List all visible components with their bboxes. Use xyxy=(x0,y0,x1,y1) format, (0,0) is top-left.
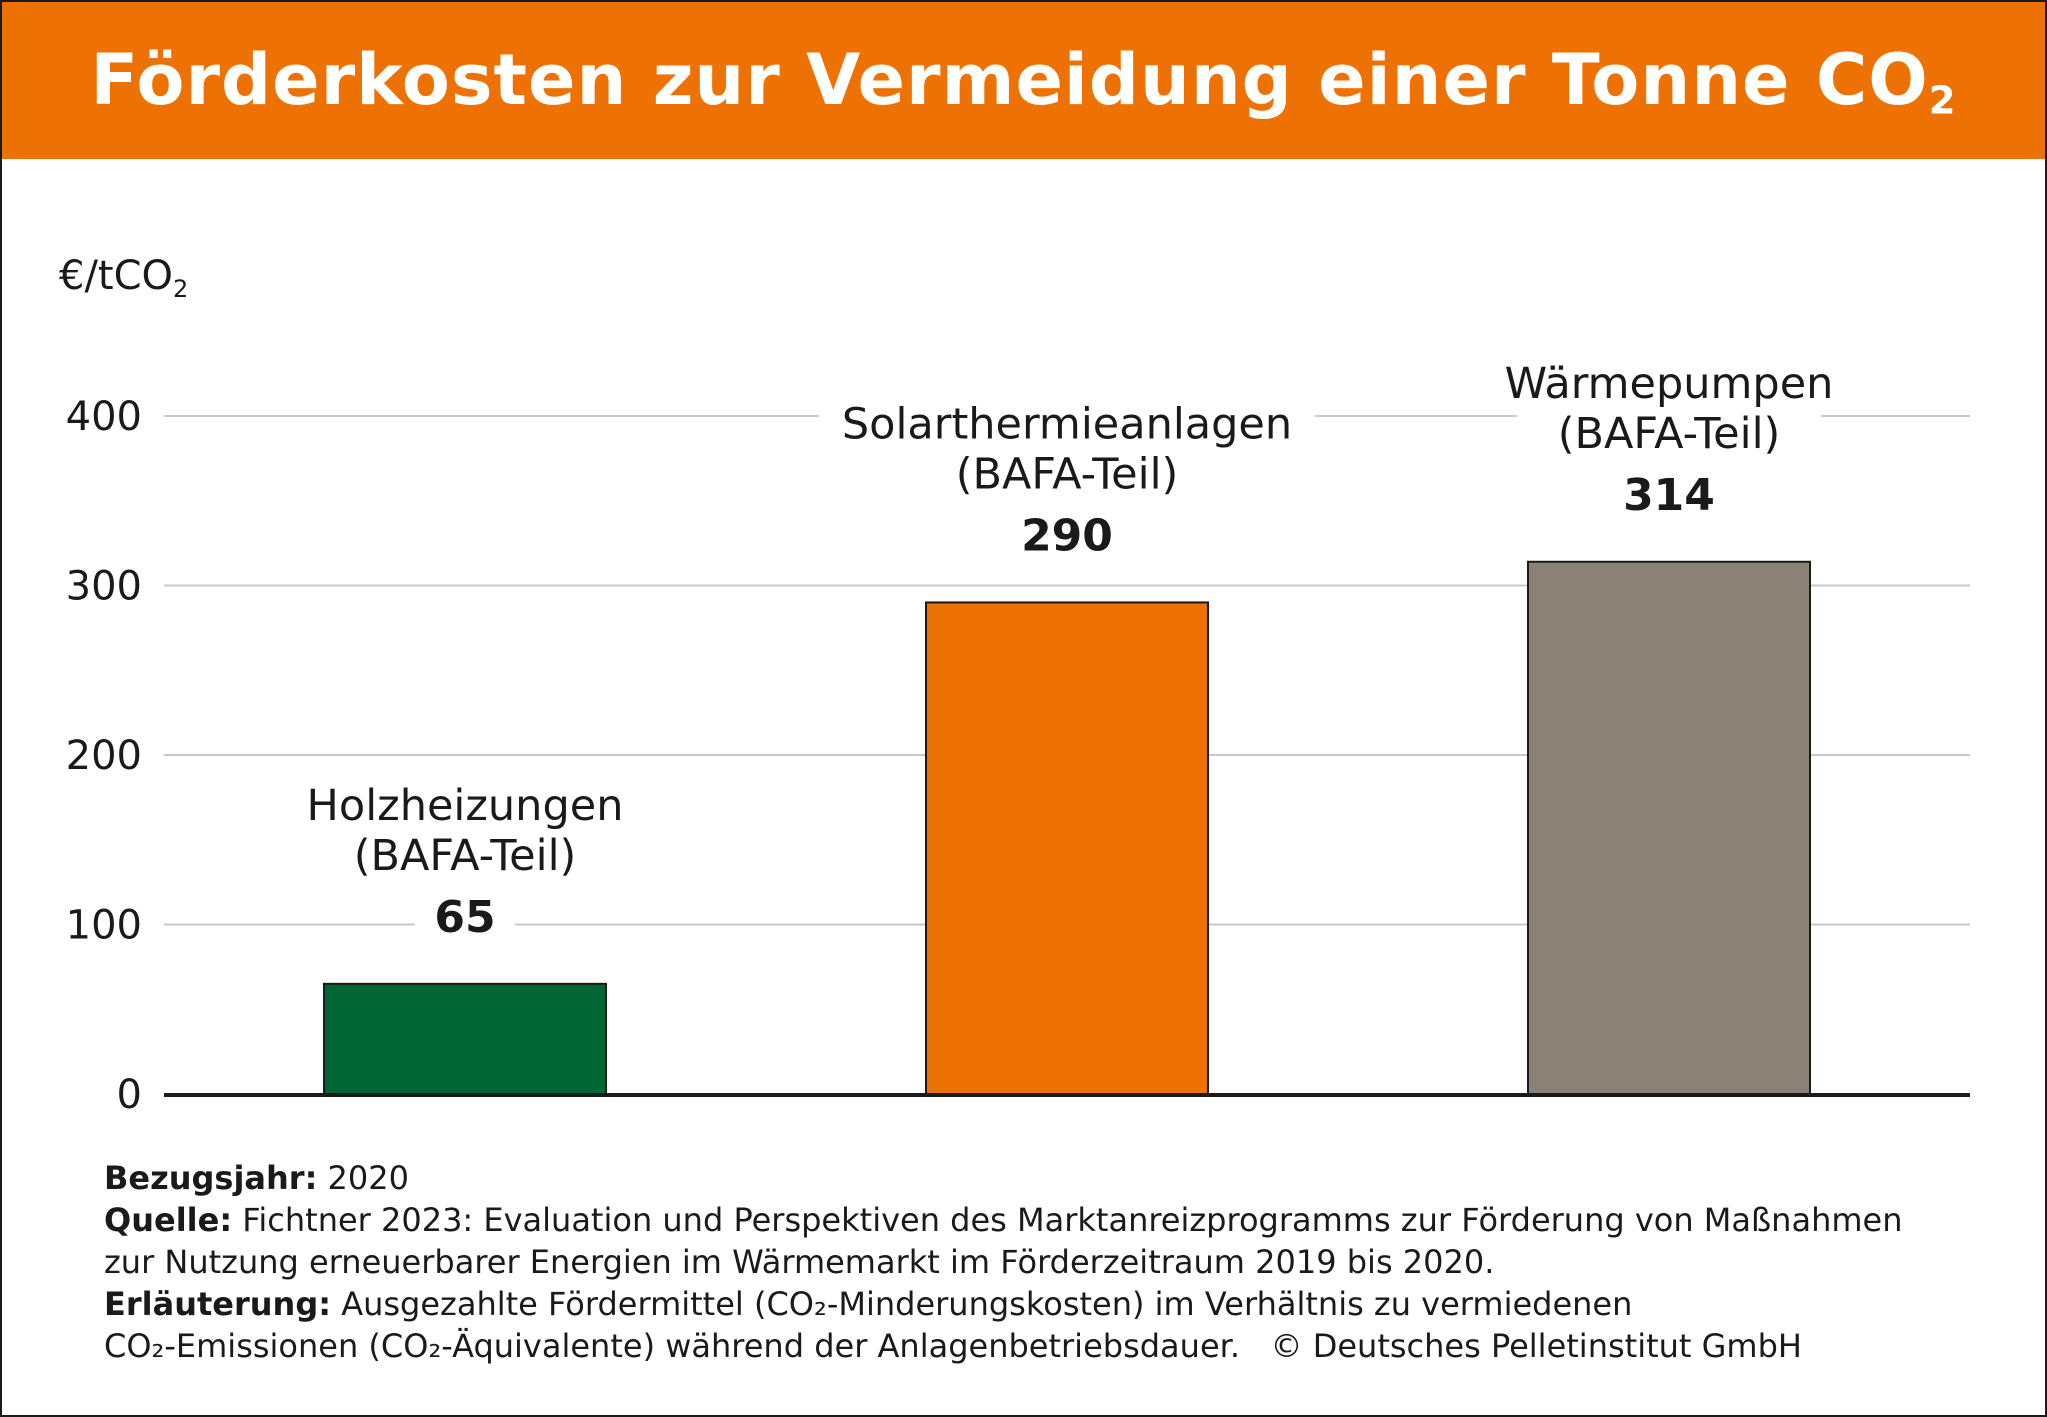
category-label-bg-2 xyxy=(1517,353,1821,464)
category-label-1-line-0: Solarthermieanlagen xyxy=(842,399,1292,449)
y-axis-unit-label: €/tCO2 xyxy=(59,253,188,303)
category-label-2-line-0: Wärmepumpen xyxy=(1505,359,1834,409)
category-label-bg-1 xyxy=(819,394,1315,505)
y-axis-ticks: 0 100 200 300 400 xyxy=(66,394,142,1118)
explanation-line-2: CO₂-Emissionen (CO₂-Äquivalente) während… xyxy=(104,1325,2004,1367)
source-line-2: zur Nutzung erneuerbarer Energien im Wär… xyxy=(104,1241,2004,1283)
chart-title-subscript: 2 xyxy=(1928,78,1957,124)
source-text-2: zur Nutzung erneuerbarer Energien im Wär… xyxy=(104,1243,1495,1281)
category-labels: 65Holzheizungen(BAFA-Teil)290Solarthermi… xyxy=(289,353,1834,946)
value-label-1: 290 xyxy=(1021,510,1113,561)
source-label: Quelle: xyxy=(104,1201,233,1239)
reference-year-label: Bezugsjahr: xyxy=(104,1159,318,1197)
chart-title: Förderkosten zur Vermeidung einer Tonne … xyxy=(2,30,2045,130)
category-label-2-line-1: (BAFA-Teil) xyxy=(1558,409,1781,459)
value-label-bg-2 xyxy=(1604,469,1734,524)
reference-year-line: Bezugsjahr: 2020 xyxy=(104,1157,2004,1199)
value-label-2: 314 xyxy=(1623,470,1715,521)
bars xyxy=(323,560,1811,1096)
source-line: Quelle: Fichtner 2023: Evaluation und Pe… xyxy=(104,1199,2004,1241)
explanation-text-2: CO₂-Emissionen (CO₂-Äquivalente) während… xyxy=(104,1327,1241,1365)
copyright-notice: © Deutsches Pelletinstitut GmbH xyxy=(1270,1327,1802,1365)
chart-title-text: Förderkosten zur Vermeidung einer Tonne … xyxy=(90,39,1929,121)
value-label-0: 65 xyxy=(434,892,495,943)
bar-1 xyxy=(925,601,1209,1095)
y-tick-label-100: 100 xyxy=(66,903,142,949)
title-banner: Förderkosten zur Vermeidung einer Tonne … xyxy=(2,2,2045,159)
category-label-1-line-1: (BAFA-Teil) xyxy=(956,449,1179,499)
explanation-label: Erläuterung: xyxy=(104,1285,332,1323)
y-tick-label-0: 0 xyxy=(117,1072,142,1118)
value-label-bg-1 xyxy=(1002,510,1132,565)
reference-year-value: 2020 xyxy=(327,1159,409,1197)
explanation-text-1: Ausgezahlte Fördermittel (CO₂-Minderungs… xyxy=(341,1285,1633,1323)
category-label-0-line-0: Holzheizungen xyxy=(307,781,624,831)
explanation-line: Erläuterung: Ausgezahlte Fördermittel (C… xyxy=(104,1283,2004,1325)
y-tick-label-200: 200 xyxy=(66,733,142,779)
value-label-bg-0 xyxy=(415,891,515,946)
category-label-0-line-1: (BAFA-Teil) xyxy=(354,831,577,881)
chart-notes: Bezugsjahr: 2020 Quelle: Fichtner 2023: … xyxy=(104,1157,2004,1367)
category-label-bg-0 xyxy=(289,775,641,886)
y-tick-label-400: 400 xyxy=(66,394,142,440)
y-tick-label-300: 300 xyxy=(66,564,142,610)
bar-2 xyxy=(1527,560,1811,1095)
source-text-1: Fichtner 2023: Evaluation und Perspektiv… xyxy=(242,1201,1903,1239)
bar-0 xyxy=(323,982,607,1096)
